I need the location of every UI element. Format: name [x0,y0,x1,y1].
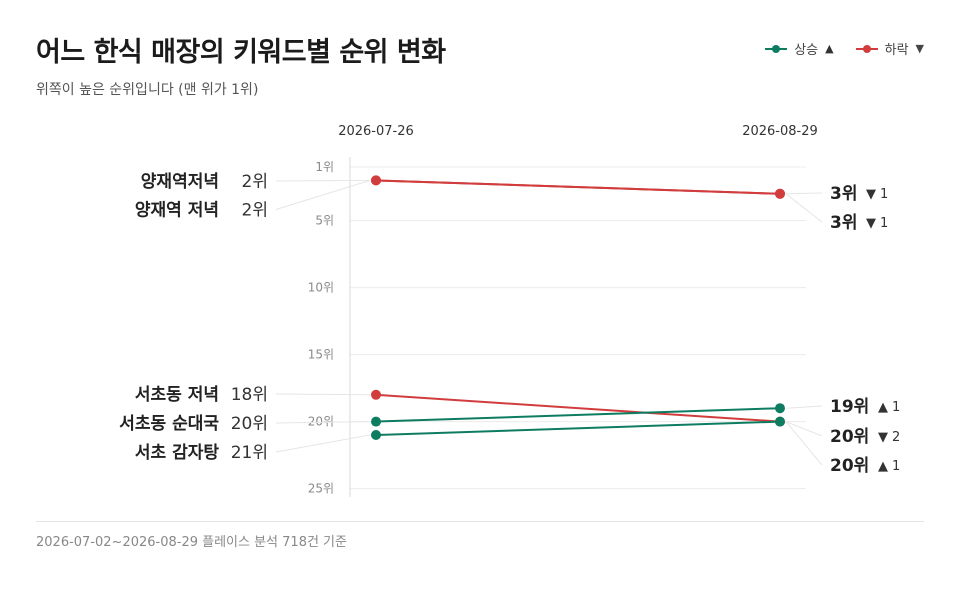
series-line [375,179,781,195]
left-keyword-label: 서초동 순대국 [119,414,219,434]
left-rank-label: 18위 [231,385,268,405]
right-rank-label: 19위 [830,397,869,417]
series-start-point [371,389,381,400]
x-tick-label-start: 2026-07-26 [338,124,414,139]
legend-up-label: 상승 [794,43,819,58]
right-rank-label: 20위 [830,427,869,447]
right-leader-line [785,421,823,437]
down-arrow-icon: ▼ [866,216,876,231]
series-end-point [775,416,785,427]
series-end-point [775,188,785,199]
legend-down-label: 하락 [884,43,909,58]
left-keyword-label: 서초동 저녁 [135,385,219,405]
right-rank-label: 3위 [830,213,857,233]
right-delta-label: 1 [892,459,900,474]
y-tick-label: 25위 [308,482,334,496]
legend-item-down: 하락 ▼ [855,39,924,58]
up-arrow-icon: ▲ [878,400,888,415]
chart-title: 어느 한식 매장의 키워드별 순위 변화 [36,37,446,68]
right-leader-line [785,192,823,195]
y-tick-label: 10위 [308,281,334,295]
left-leader-line [275,179,371,210]
y-tick-label: 5위 [315,214,334,228]
y-tick-label: 15위 [308,348,334,362]
right-delta-label: 1 [880,187,888,202]
left-leader-line [275,421,371,424]
left-rank-label: 20위 [231,414,268,434]
left-leader-line [275,179,371,182]
chart-subtitle: 위쪽이 높은 순위입니다 (맨 위가 1위) [36,82,259,98]
right-leader-line [785,405,823,409]
series-end-point [775,403,785,414]
left-leader-line [275,393,371,396]
right-delta-label: 1 [892,400,900,415]
left-leader-line [275,434,371,453]
right-leader-line [785,193,823,223]
right-rank-label: 3위 [830,184,857,204]
right-delta-label: 1 [880,216,888,231]
x-tick-label-end: 2026-08-29 [742,124,818,139]
left-rank-label: 2위 [242,201,268,221]
series-line [375,393,781,423]
legend-down-marker [855,44,878,53]
series-start-point [371,175,381,186]
legend-down-arrow-icon: ▼ [915,42,924,55]
series-start-point [371,430,381,440]
down-arrow-icon: ▼ [878,430,888,445]
left-keyword-label: 양재역저녁 [141,172,219,192]
left-rank-label: 2위 [242,172,268,192]
legend: 상승 ▲ 하락 ▼ [765,39,924,58]
y-tick-label: 20위 [308,415,334,429]
up-arrow-icon: ▲ [878,459,888,474]
series-start-point [371,416,381,427]
footer-divider [36,521,924,522]
series-line [375,407,781,423]
left-keyword-label: 양재역 저녁 [135,201,219,221]
right-leader-line [785,421,823,466]
footer-note: 2026-07-02~2026-08-29 플레이스 분석 718건 기준 [36,535,347,550]
down-arrow-icon: ▼ [866,187,876,202]
legend-item-up: 상승 ▲ [765,39,834,58]
legend-up-arrow-icon: ▲ [825,42,834,55]
series-line [375,420,781,436]
left-keyword-label: 서초 감자탕 [135,443,219,463]
left-rank-label: 21위 [231,443,268,463]
right-rank-label: 20위 [830,456,869,476]
legend-up-marker [765,44,788,53]
right-delta-label: 2 [892,430,900,445]
y-tick-label: 1위 [315,160,334,174]
